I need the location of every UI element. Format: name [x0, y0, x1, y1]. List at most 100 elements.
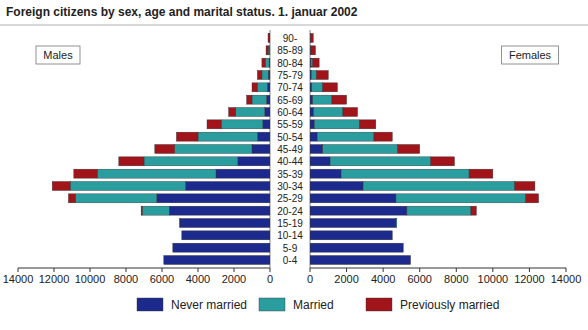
bar — [252, 95, 266, 104]
bar — [68, 194, 75, 203]
bar — [74, 169, 97, 178]
bar — [268, 46, 269, 55]
legend-label: Previously married — [400, 298, 499, 312]
tick-label: 10000 — [478, 273, 509, 285]
bar — [216, 169, 270, 178]
category-label: 35-39 — [277, 169, 303, 180]
title: Foreign citizens by sex, age and marital… — [6, 5, 358, 19]
chart: Foreign citizens by sex, age and marital… — [0, 0, 588, 330]
zero-line — [270, 30, 271, 268]
bars-males — [52, 34, 270, 265]
bar — [403, 243, 404, 252]
bar — [410, 256, 411, 265]
bar — [157, 194, 270, 203]
bar — [266, 58, 270, 67]
tick — [198, 268, 199, 272]
category-label: 15-19 — [277, 218, 303, 229]
x-axis — [310, 268, 566, 269]
group-label: Females — [509, 49, 552, 61]
tick — [346, 268, 347, 272]
bar — [431, 157, 455, 166]
bar — [310, 145, 323, 154]
bars-females — [310, 34, 539, 265]
bar — [181, 231, 182, 240]
x-axis — [18, 268, 270, 269]
bar — [310, 169, 341, 178]
category-label: 80-84 — [277, 58, 303, 69]
category-label: 40-44 — [277, 156, 303, 167]
tick — [566, 268, 567, 272]
tick-label: 14000 — [551, 273, 582, 285]
bar — [172, 243, 173, 252]
bar — [310, 243, 403, 252]
tick — [90, 268, 91, 272]
bar — [163, 256, 164, 265]
tick — [126, 268, 127, 272]
category-label: 70-74 — [277, 82, 303, 93]
bar — [359, 120, 375, 129]
bar — [257, 83, 267, 92]
bar — [173, 243, 270, 252]
bar — [267, 83, 270, 92]
bar — [330, 157, 431, 166]
tick — [18, 268, 19, 272]
bar — [172, 243, 173, 252]
bar — [229, 108, 236, 117]
tick — [234, 268, 235, 272]
category-label: 0-4 — [283, 255, 298, 266]
tick — [54, 268, 55, 272]
tick-label: 2000 — [334, 273, 358, 285]
bar — [526, 194, 539, 203]
bar — [181, 231, 182, 240]
bar — [185, 182, 270, 191]
bar — [266, 95, 270, 104]
bar — [52, 182, 70, 191]
category-label: 65-69 — [277, 95, 303, 106]
bar — [175, 145, 252, 154]
bar — [395, 219, 397, 228]
bar — [310, 219, 396, 228]
bar — [262, 71, 268, 80]
bar — [119, 157, 144, 166]
bar — [343, 108, 358, 117]
bar — [236, 108, 265, 117]
bar — [221, 120, 262, 129]
tick-label: 4000 — [186, 273, 210, 285]
bar — [263, 120, 270, 129]
tick — [456, 268, 457, 272]
bar — [403, 243, 404, 252]
bar — [392, 231, 393, 240]
bar — [311, 71, 316, 80]
tick — [383, 268, 384, 272]
bar — [176, 132, 198, 141]
bar — [310, 132, 317, 141]
bar — [141, 206, 142, 215]
category-label: 50-54 — [277, 132, 303, 143]
bar — [515, 182, 535, 191]
category-label: 25-29 — [277, 193, 303, 204]
tick — [492, 268, 493, 272]
bar — [262, 58, 266, 67]
bar — [469, 169, 493, 178]
legend-label: Never married — [171, 298, 247, 312]
group-box — [502, 46, 559, 64]
tick-label: 8000 — [444, 273, 468, 285]
bar — [252, 83, 257, 92]
tick — [310, 268, 311, 272]
legend-swatch — [259, 298, 285, 311]
bar — [182, 231, 270, 240]
tick-label: 6000 — [150, 273, 174, 285]
bar — [144, 157, 238, 166]
bar — [323, 145, 398, 154]
bar — [310, 95, 313, 104]
bar — [313, 95, 332, 104]
category-label: 20-24 — [277, 206, 303, 217]
category-label: 45-49 — [277, 144, 303, 155]
bar — [363, 182, 515, 191]
tick-label: 10000 — [75, 273, 106, 285]
category-label: 85-89 — [277, 45, 303, 56]
category-label: 75-79 — [277, 70, 303, 81]
bar — [266, 46, 268, 55]
category-label: 60-64 — [277, 107, 303, 118]
tick — [162, 268, 163, 272]
